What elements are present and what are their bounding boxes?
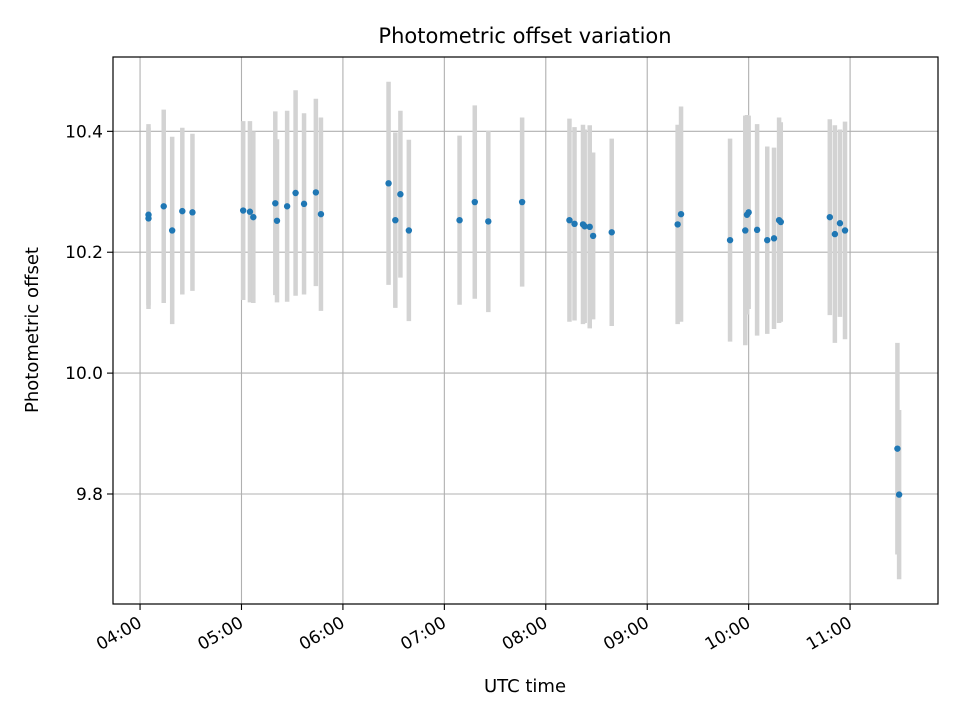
y-tick-label: 10.0 — [65, 364, 103, 384]
data-point — [586, 223, 593, 231]
plot-frame — [112, 56, 939, 605]
y-tick-label: 10.4 — [65, 122, 103, 142]
data-point — [589, 232, 597, 240]
data-point — [677, 210, 685, 218]
data-point — [831, 230, 839, 238]
data-point — [392, 216, 399, 224]
data-point — [608, 229, 615, 236]
data-point — [841, 227, 849, 234]
data-point — [836, 220, 844, 227]
data-point — [518, 198, 526, 206]
data-point — [250, 213, 257, 221]
chart-title: Photometric offset variation — [378, 24, 671, 48]
y-axis-label: Photometric offset — [22, 247, 43, 413]
data-point — [292, 189, 299, 197]
data-point — [239, 207, 247, 214]
data-point — [317, 210, 325, 218]
data-point — [581, 223, 588, 230]
data-point — [272, 200, 279, 207]
data-point — [726, 236, 734, 244]
data-point — [777, 218, 784, 226]
data-point — [895, 491, 903, 498]
data-point — [770, 235, 778, 242]
data-point — [894, 445, 901, 452]
data-point — [179, 207, 186, 215]
data-point — [273, 217, 281, 224]
x-axis-label: UTC time — [484, 676, 566, 697]
data-points — [145, 180, 903, 498]
data-point — [566, 216, 573, 224]
data-point — [753, 226, 761, 234]
data-point — [283, 203, 291, 210]
data-point — [826, 213, 834, 221]
data-point — [145, 215, 152, 222]
data-point — [571, 220, 578, 228]
data-point — [764, 236, 771, 244]
data-point — [456, 216, 463, 224]
data-point — [312, 189, 320, 196]
data-point — [742, 227, 749, 234]
data-point — [160, 203, 167, 210]
y-tick-label: 10.2 — [65, 243, 103, 263]
data-point — [745, 209, 752, 216]
data-point — [300, 200, 308, 208]
data-point — [168, 227, 176, 234]
data-point — [397, 191, 404, 198]
data-point — [189, 209, 196, 216]
data-point — [471, 198, 478, 206]
data-point — [246, 208, 254, 215]
data-point — [385, 180, 392, 187]
data-point — [674, 221, 681, 228]
data-point — [405, 227, 413, 234]
data-point — [485, 218, 492, 225]
y-tick-label: 9.8 — [76, 485, 103, 505]
